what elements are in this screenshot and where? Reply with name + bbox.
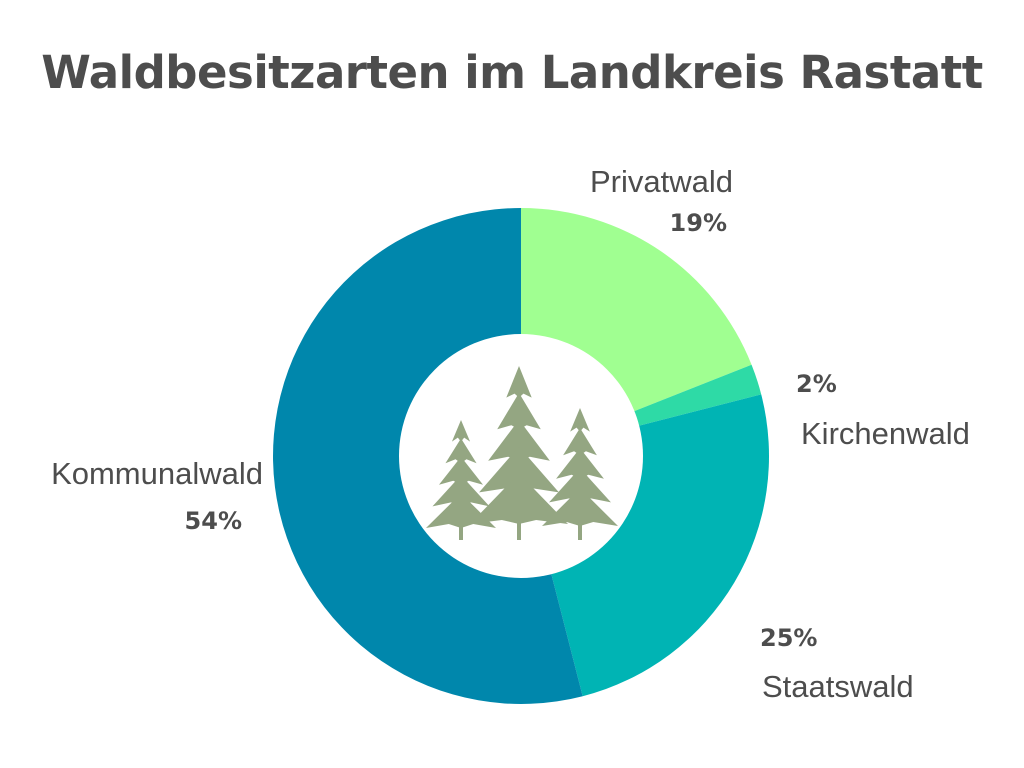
slice-label-kirchenwald: Kirchenwald	[801, 416, 970, 451]
slice-value-privatwald: 19%	[670, 209, 727, 237]
slice-value-staatswald: 25%	[760, 624, 817, 652]
slice-label-kommunalwald: Kommunalwald	[51, 456, 263, 491]
slice-label-staatswald: Staatswald	[762, 669, 914, 704]
forest-trees-icon	[426, 366, 618, 540]
tree-center	[470, 366, 568, 540]
tree-right	[542, 408, 618, 540]
slice-value-kommunalwald: 54%	[185, 507, 242, 535]
chart-title: Waldbesitzarten im Landkreis Rastatt	[41, 46, 983, 99]
slice-value-kirchenwald: 2%	[796, 370, 837, 398]
slice-label-privatwald: Privatwald	[590, 164, 733, 199]
